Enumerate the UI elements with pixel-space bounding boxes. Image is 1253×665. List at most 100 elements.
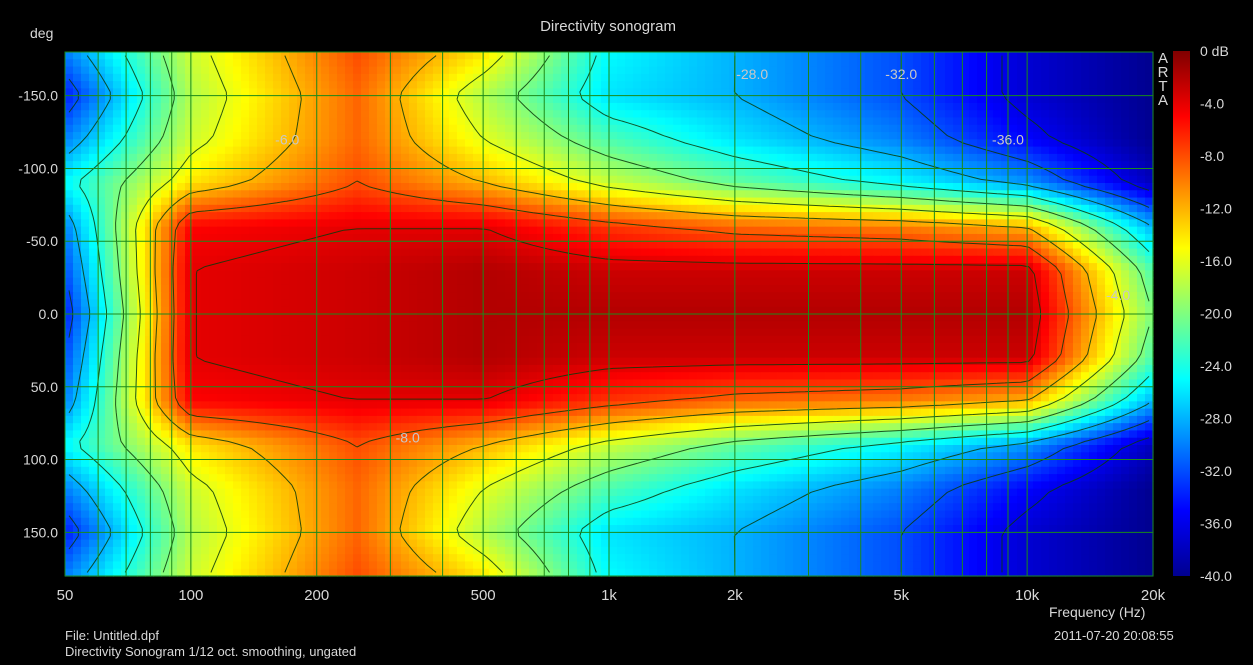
heatmap-cell <box>745 52 754 60</box>
heatmap-cell <box>633 175 642 184</box>
heatmap-cell <box>921 183 930 191</box>
heatmap-cell <box>833 197 842 206</box>
heatmap-cell <box>929 59 938 68</box>
heatmap-cell <box>225 299 234 308</box>
heatmap-cell <box>937 139 946 148</box>
heatmap-cell <box>921 161 930 170</box>
heatmap-cell <box>937 59 946 68</box>
heatmap-cell <box>305 161 314 170</box>
heatmap-cell <box>1017 52 1026 60</box>
heatmap-cell <box>377 132 386 140</box>
heatmap-cell <box>873 299 882 308</box>
heatmap-cell <box>201 132 210 140</box>
heatmap-cell <box>1105 204 1114 213</box>
heatmap-cell <box>577 299 586 308</box>
heatmap-cell <box>425 263 434 271</box>
heatmap-cell <box>89 255 98 264</box>
heatmap-cell <box>393 132 402 140</box>
heatmap-cell <box>465 292 474 301</box>
heatmap-cell <box>185 299 194 308</box>
heatmap-cell <box>337 161 346 170</box>
heatmap-cell <box>721 183 730 191</box>
heatmap-cell <box>753 183 762 191</box>
heatmap-cell <box>969 190 978 199</box>
heatmap-cell <box>385 81 394 89</box>
heatmap-cell <box>209 277 218 286</box>
heatmap-cell <box>177 88 186 97</box>
heatmap-cell <box>273 263 282 271</box>
heatmap-cell <box>705 132 714 140</box>
heatmap-cell <box>329 263 338 271</box>
heatmap-cell <box>625 102 634 111</box>
heatmap-cell <box>569 139 578 148</box>
heatmap-cell <box>185 168 194 177</box>
heatmap-cell <box>1009 132 1018 140</box>
heatmap-cell <box>993 183 1002 191</box>
heatmap-cell <box>889 73 898 82</box>
heatmap-cell <box>889 197 898 206</box>
heatmap-cell <box>945 81 954 89</box>
heatmap-cell <box>545 66 554 75</box>
heatmap-cell <box>585 284 594 293</box>
heatmap-cell <box>641 110 650 119</box>
heatmap-cell <box>417 102 426 111</box>
heatmap-cell <box>969 255 978 264</box>
heatmap-cell <box>969 284 978 293</box>
heatmap-cell <box>1017 248 1026 257</box>
heatmap-cell <box>761 168 770 177</box>
heatmap-cell <box>585 277 594 286</box>
heatmap-cell <box>105 284 114 293</box>
heatmap-cell <box>65 263 74 271</box>
heatmap-cell <box>345 102 354 111</box>
heatmap-cell <box>385 277 394 286</box>
heatmap-cell <box>609 132 618 140</box>
heatmap-cell <box>489 314 498 322</box>
heatmap-cell <box>1097 175 1106 184</box>
heatmap-cell <box>73 117 82 126</box>
heatmap-cell <box>209 306 218 315</box>
heatmap-cell <box>353 204 362 213</box>
heatmap-cell <box>257 161 266 170</box>
heatmap-cell <box>441 168 450 177</box>
heatmap-cell <box>409 314 418 322</box>
heatmap-cell <box>809 175 818 184</box>
heatmap-cell <box>1081 277 1090 286</box>
heatmap-cell <box>1097 197 1106 206</box>
heatmap-cell <box>441 219 450 228</box>
heatmap-cell <box>1017 59 1026 68</box>
heatmap-cell <box>553 153 562 162</box>
heatmap-cell <box>505 212 514 220</box>
heatmap-cell <box>617 314 626 322</box>
heatmap-cell <box>529 248 538 257</box>
heatmap-cell <box>529 102 538 111</box>
heatmap-cell <box>593 124 602 133</box>
heatmap-cell <box>65 204 74 213</box>
heatmap-cell <box>161 73 170 82</box>
heatmap-cell <box>265 306 274 315</box>
heatmap-cell <box>169 233 178 242</box>
heatmap-cell <box>393 306 402 315</box>
heatmap-cell <box>673 204 682 213</box>
heatmap-cell <box>993 270 1002 279</box>
heatmap-cell <box>497 102 506 111</box>
heatmap-cell <box>529 183 538 191</box>
heatmap-cell <box>137 292 146 301</box>
heatmap-cell <box>417 270 426 279</box>
heatmap-cell <box>409 52 418 60</box>
heatmap-cell <box>449 139 458 148</box>
heatmap-cell <box>161 314 170 322</box>
heatmap-cell <box>377 248 386 257</box>
heatmap-cell <box>889 110 898 119</box>
heatmap-cell <box>937 226 946 235</box>
heatmap-cell <box>585 263 594 271</box>
heatmap-cell <box>233 110 242 119</box>
heatmap-cell <box>233 263 242 271</box>
heatmap-cell <box>705 139 714 148</box>
heatmap-cell <box>617 59 626 68</box>
heatmap-cell <box>449 277 458 286</box>
heatmap-cell <box>241 255 250 264</box>
heatmap-cell <box>969 197 978 206</box>
heatmap-cell <box>793 66 802 75</box>
heatmap-cell <box>641 102 650 111</box>
heatmap-cell <box>521 277 530 286</box>
